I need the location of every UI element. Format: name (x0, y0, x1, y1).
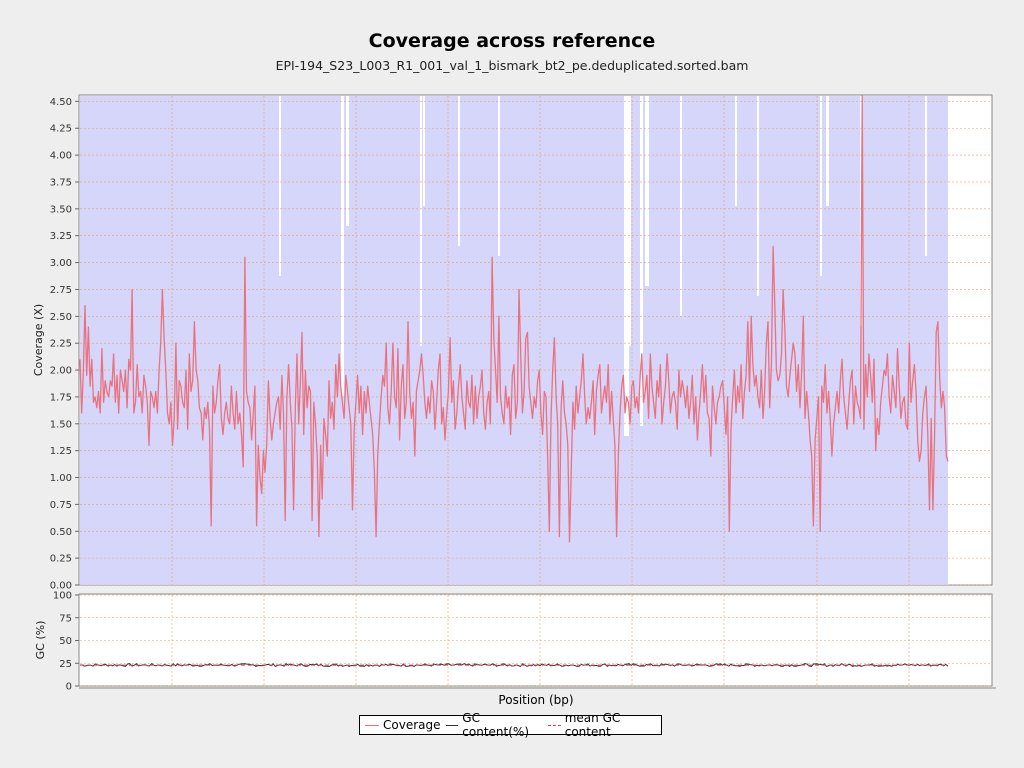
coverage-y-ticks: 0.00 0.25 0.50 0.75 1.00 1.25 1.50 1.75 2.00 2.25… (50, 97, 79, 592)
legend-item-coverage: Coverage (365, 718, 441, 732)
gc-y-tick-label: 50 (59, 636, 72, 647)
coverage-fill-gap (341, 96, 344, 396)
legend-label-mean-gc: mean GC content (564, 711, 621, 739)
coverage-y-tick-label: 4.25 (50, 124, 72, 135)
coverage-y-tick-label: 2.25 (50, 339, 72, 350)
coverage-y-tick-label: 4.50 (50, 97, 72, 108)
legend-label-gc: GC content(%) (462, 711, 530, 739)
coverage-fill-gap (680, 96, 682, 316)
gc-gridlines (80, 594, 991, 687)
gc-y-ticks: 0 25 50 75 100 (53, 591, 79, 693)
coverage-y-tick-label: 2.00 (50, 366, 72, 377)
coverage-y-tick-label: 3.00 (50, 258, 72, 269)
coverage-y-tick-label: 1.25 (50, 446, 72, 457)
coverage-y-tick-label: 2.50 (50, 312, 72, 323)
coverage-y-tick-label: 1.50 (50, 419, 72, 430)
legend-label-coverage: Coverage (383, 718, 441, 732)
x-axis-label: Position (bp) (498, 693, 573, 707)
coverage-gridlines (80, 96, 991, 586)
coverage-fill-gap (420, 96, 422, 346)
gc-swatch-icon (445, 724, 459, 726)
coverage-series-line (79, 95, 949, 543)
coverage-fill-gap (826, 96, 829, 206)
coverage-fill-gap (757, 96, 759, 296)
legend-item-mean-gc: mean GC content (547, 711, 661, 739)
gc-y-tick-label: 25 (59, 659, 72, 670)
gc-y-tick-label: 100 (53, 591, 72, 602)
coverage-y-tick-label: 1.75 (50, 392, 72, 403)
coverage-y-tick-label: 3.25 (50, 231, 72, 242)
legend-item-gc: GC content(%) (445, 711, 543, 739)
coverage-y-tick-label: 0.00 (50, 581, 72, 592)
coverage-fill-gap (925, 96, 927, 256)
coverage-fill-gap (629, 96, 631, 346)
coverage-fill-gap (735, 96, 737, 206)
coverage-fill-gap (820, 96, 822, 276)
coverage-y-tick-label: 1.00 (50, 473, 72, 484)
coverage-y-tick-label: 4.00 (50, 151, 72, 162)
coverage-fill-gap (279, 96, 281, 276)
coverage-y-tick-label: 3.50 (50, 204, 72, 215)
coverage-y-tick-label: 0.50 (50, 527, 72, 538)
chart-title: Coverage across reference (368, 30, 656, 52)
coverage-swatch-icon (365, 724, 379, 726)
chart-subtitle: EPI-194_S23_L003_R1_001_val_1_bismark_bt… (275, 58, 749, 73)
gc-y-tick-label: 0 (66, 682, 72, 693)
coverage-y-tick-label: 0.75 (50, 500, 72, 511)
coverage-y-tick-label: 2.75 (50, 285, 72, 296)
coverage-fill-gap (423, 96, 425, 206)
mean-gc-swatch-icon (547, 724, 561, 726)
coverage-y-tick-label: 0.25 (50, 554, 72, 565)
coverage-y-tick-label: 3.75 (50, 177, 72, 188)
gc-y-tick-label: 75 (59, 613, 72, 624)
coverage-y-axis-label: Coverage (X) (32, 304, 45, 376)
coverage-fill-gap (645, 96, 649, 286)
coverage-fill (80, 96, 948, 585)
gc-content-line (79, 663, 949, 668)
coverage-fill-gap (640, 96, 643, 426)
coverage-fill-gap (346, 96, 349, 226)
gc-plot-area (78, 593, 993, 687)
coverage-fill-gap (458, 96, 460, 246)
coverage-fill-gap (624, 96, 629, 436)
coverage-fill-gap (498, 96, 500, 256)
legend: Coverage GC content(%) mean GC content (359, 711, 662, 739)
gc-y-axis-label: GC (%) (34, 621, 47, 660)
